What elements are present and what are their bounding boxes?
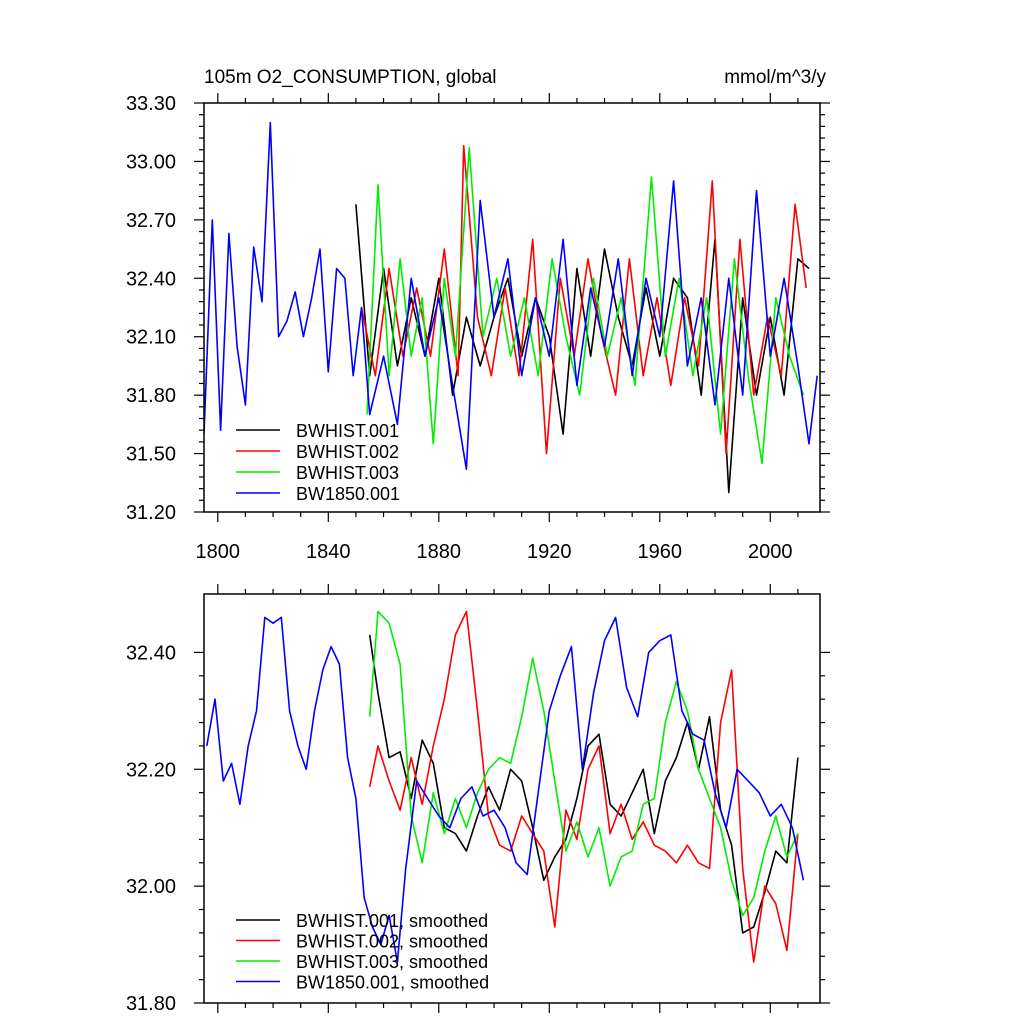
y-tick-label: 32.10: [126, 327, 176, 349]
legend-label: BWHIST.003, smoothed: [296, 952, 488, 972]
x-tick-label: 1880: [417, 541, 462, 563]
series-line-bw1850-001-smoothed: [206, 616, 805, 963]
series-line-bwhist-003-smoothed: [368, 610, 799, 917]
y-tick-label: 33.30: [126, 93, 176, 115]
legend-label: BWHIST.001: [296, 421, 399, 441]
series-layer-bottom: [206, 610, 805, 963]
y-tick-label: 32.70: [126, 210, 176, 232]
legend-label: BW1850.001: [296, 484, 400, 504]
x-tick-label: 2000: [748, 541, 793, 563]
legend-label: BW1850.001, smoothed: [296, 973, 489, 993]
chart-units: mmol/m^3/y: [724, 67, 826, 88]
plot-frame-top: [203, 102, 821, 513]
y-tick-label: 32.40: [126, 268, 176, 290]
legend-label: BWHIST.001, smoothed: [296, 911, 488, 931]
series-line-bw1850-001: [204, 121, 818, 471]
series-line-bwhist-003: [366, 147, 805, 465]
tick-layer-top: 31.20 31.50 31.80 32.10 32.40 32.70 33.00 33.30…: [126, 93, 830, 563]
legend-label: BWHIST.003: [296, 463, 399, 483]
x-tick-label: 1840: [306, 541, 351, 563]
y-tick-label: 32.00: [126, 876, 176, 898]
y-tick-label: 32.40: [126, 642, 176, 664]
plot-frame-bottom: [203, 593, 821, 1004]
x-tick-label: 1920: [527, 541, 572, 563]
x-tick-label: 1800: [196, 541, 241, 563]
y-tick-label: 31.80: [126, 993, 176, 1015]
y-tick-label: 32.20: [126, 759, 176, 781]
y-tick-label: 31.50: [126, 444, 176, 466]
top-panel: 105m O2_CONSUMPTION, global mmol/m^3/y 3…: [126, 67, 830, 563]
y-tick-label: 31.20: [126, 502, 176, 524]
bottom-panel: 31.80 32.00 32.20 32.40 BWHIST.001, smoothe…: [126, 584, 830, 1015]
chart-title: 105m O2_CONSUMPTION, global: [204, 67, 497, 88]
y-tick-label: 33.00: [126, 151, 176, 173]
series-line-bwhist-002-smoothed: [368, 610, 799, 963]
series-line-bwhist-001: [355, 204, 810, 494]
y-tick-label: 31.80: [126, 385, 176, 407]
series-layer-top: [204, 121, 818, 494]
tick-layer-bottom: 31.80 32.00 32.20 32.40: [126, 584, 830, 1015]
legend-label: BWHIST.002, smoothed: [296, 932, 488, 952]
x-tick-label: 1960: [638, 541, 683, 563]
legend-label: BWHIST.002: [296, 442, 399, 462]
